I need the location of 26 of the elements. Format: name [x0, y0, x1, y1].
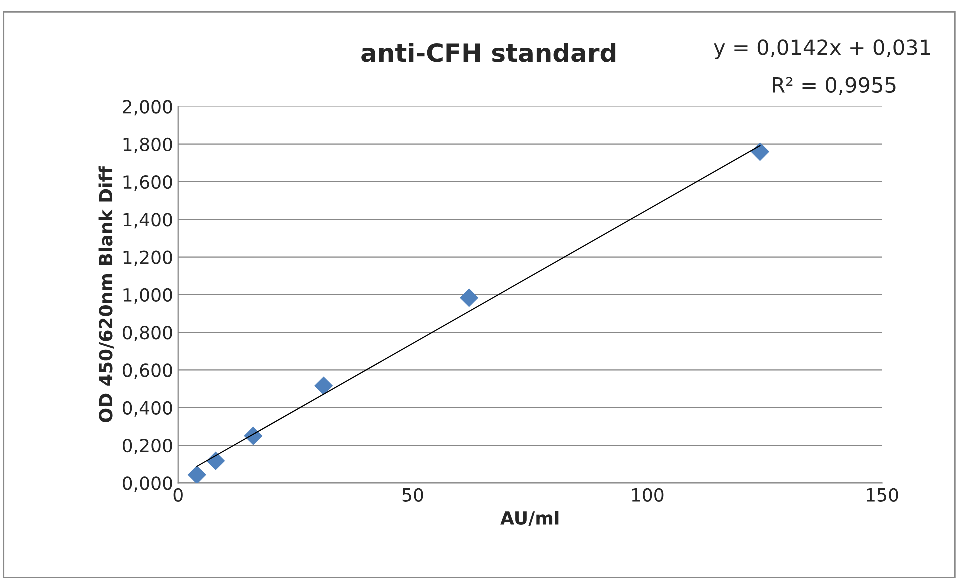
point — [314, 376, 334, 396]
y-tick-label: 1,400 — [124, 213, 172, 229]
y-tick-label: 1,600 — [124, 175, 172, 191]
y-tick-label: 0,400 — [123, 401, 172, 417]
x-axis-title: AU/ml — [500, 511, 559, 526]
y-tick-label: 0,200 — [123, 438, 172, 454]
y-tick-label: 0,800 — [123, 326, 172, 342]
y-tick-label: 1,200 — [124, 250, 172, 266]
y-tick-label: 2,000 — [123, 100, 172, 116]
y-tick-label: 0,600 — [123, 364, 172, 380]
x-tick-label: 150 — [867, 488, 898, 502]
point — [206, 452, 226, 470]
y-axis-title: OD 450/620nm Blank Diff — [98, 166, 114, 422]
point — [188, 466, 206, 484]
x-tick-label: 50 — [402, 488, 424, 502]
point — [244, 426, 263, 446]
y-tick-label: 1,000 — [124, 288, 172, 304]
text: y = 0,0142x + 0,031 — [714, 40, 930, 60]
y-tick-label: 0,000 — [123, 476, 172, 492]
y-tick-label: 1,800 — [124, 138, 172, 154]
text: R² = 0,9955 — [773, 77, 896, 96]
x-tick-label: 0 — [174, 488, 183, 502]
x-tick-label: 100 — [632, 488, 664, 502]
chart-title: anti-CFH standard — [362, 43, 616, 62]
point — [750, 142, 770, 162]
point — [460, 288, 479, 308]
